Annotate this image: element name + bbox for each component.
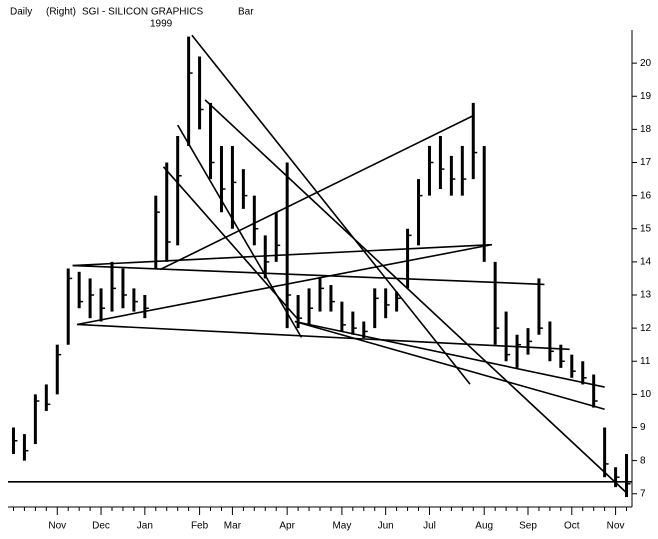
chart-title: SGI - SILICON GRAPHICS <box>82 7 203 18</box>
y-tick-label: 13 <box>640 290 652 301</box>
y-tick-label: 18 <box>640 124 652 135</box>
x-tick-label: Oct <box>564 521 580 532</box>
y-tick-label: 17 <box>640 157 652 168</box>
trendline <box>294 320 605 411</box>
trendline <box>162 166 299 321</box>
axis-side: (Right) <box>46 7 76 18</box>
trendline <box>76 243 493 326</box>
y-tick-label: 14 <box>640 257 652 268</box>
y-tick-label: 15 <box>640 223 652 234</box>
x-tick-label: Feb <box>191 521 209 532</box>
x-tick-label: May <box>332 521 351 532</box>
x-tick-label: Jan <box>137 521 153 532</box>
year: 1999 <box>150 19 173 30</box>
trendline <box>159 114 475 271</box>
y-tick-label: 19 <box>640 91 652 102</box>
y-tick-label: 8 <box>640 455 646 466</box>
style: Bar <box>238 7 254 18</box>
trendline <box>204 99 629 495</box>
x-tick-label: Mar <box>224 521 242 532</box>
x-tick-label: Aug <box>475 521 493 532</box>
trendline <box>72 243 492 267</box>
trendline <box>191 34 471 385</box>
x-tick-label: Nov <box>607 521 625 532</box>
y-tick-label: 10 <box>640 389 652 400</box>
period: Daily <box>10 7 32 18</box>
y-tick-label: 7 <box>640 488 646 499</box>
y-tick-label: 12 <box>640 323 652 334</box>
y-tick-label: 11 <box>640 356 651 367</box>
x-tick-label: Nov <box>48 521 66 532</box>
x-tick-label: Dec <box>92 521 110 532</box>
trendline <box>294 320 605 388</box>
x-tick-label: Sep <box>519 521 537 532</box>
y-tick-label: 20 <box>640 58 652 69</box>
x-tick-label: Jul <box>423 521 436 532</box>
y-tick-label: 9 <box>640 422 646 433</box>
y-tick-label: 16 <box>640 190 652 201</box>
trendline <box>76 323 570 351</box>
x-tick-label: Apr <box>279 521 295 532</box>
trendline <box>72 264 545 286</box>
x-tick-label: Jun <box>378 521 394 532</box>
